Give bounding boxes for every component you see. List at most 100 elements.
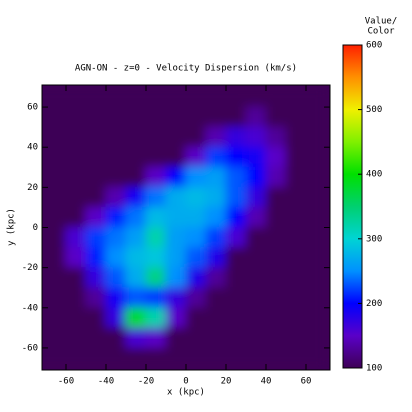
heat-cell [185,247,207,269]
heat-cell [245,227,267,249]
heat-cell [65,347,87,369]
heat-cell [65,247,87,269]
heat-cell [125,307,147,329]
heat-cell [305,287,327,309]
heat-cell [45,347,67,369]
heat-cell [285,146,307,168]
heat-cell [245,186,267,208]
heat-cell [285,287,307,309]
heat-cell [85,287,107,309]
heat-cell [225,247,247,269]
heat-cell [85,126,107,148]
heat-cell [165,166,187,188]
heat-cell [42,206,47,228]
heat-cell [145,166,167,188]
heat-cell [265,106,287,128]
heat-cell [145,267,167,289]
heat-cell [285,247,307,269]
heat-cell [285,206,307,228]
heat-cell [125,227,147,249]
heat-cell [165,347,187,369]
heat-cell [105,186,127,208]
heat-cell [125,327,147,349]
heat-cell [145,287,167,309]
heat-cell [45,307,67,329]
heat-cell [145,146,167,168]
heat-cell [125,186,147,208]
heat-cell [305,327,327,349]
heat-cell [105,287,127,309]
heat-cell [205,206,227,228]
heat-cell [185,86,207,108]
heat-cell [125,287,147,309]
heat-cell [225,347,247,369]
heat-cell [205,106,227,128]
x-tick-label: 60 [301,377,312,387]
colorbar-tick-label: 500 [366,105,382,115]
heat-cell [85,267,107,289]
heat-cell [225,166,247,188]
y-tick-label: 0 [33,223,38,233]
heat-cell [265,186,287,208]
heat-cell [265,86,287,108]
heat-cell [285,307,307,329]
heat-cell [245,166,267,188]
heat-cell [105,146,127,168]
heat-cell [65,227,87,249]
heat-cell [125,146,147,168]
heat-cell [245,126,267,148]
heat-cell [245,86,267,108]
heat-cell [185,206,207,228]
heat-cell [65,186,87,208]
heat-cell [165,247,187,269]
heat-cell [42,327,47,349]
colorbar-tick-label: 400 [366,170,382,180]
heat-cell [65,307,87,329]
colorbar [342,44,363,369]
heat-cell [45,247,67,269]
heat-cell [265,267,287,289]
heat-cell [205,126,227,148]
heat-cell [165,146,187,168]
heat-cell [65,287,87,309]
heat-cell [85,106,107,128]
heat-cell [285,186,307,208]
heat-cell [185,327,207,349]
heat-cell [265,166,287,188]
heat-cell [165,106,187,128]
heat-cell [125,166,147,188]
heat-cell [42,126,47,148]
heat-cell [265,126,287,148]
heat-cell [165,287,187,309]
heat-cell [285,327,307,349]
heat-cell [45,86,67,108]
heat-cell [285,86,307,108]
heat-cell [42,267,47,289]
heat-cell [205,146,227,168]
heat-cell [305,206,327,228]
heat-cell [185,267,207,289]
x-axis-label: x (kpc) [167,388,205,398]
heat-cell [225,146,247,168]
heat-cell [185,347,207,369]
colorbar-title: Value/ [365,17,398,27]
heat-cell [85,186,107,208]
heat-cell [65,327,87,349]
heat-cell [165,227,187,249]
heat-cell [105,166,127,188]
heat-cell [205,247,227,269]
y-tick-label: 60 [27,103,38,113]
heat-cell [105,227,127,249]
heat-cell [265,347,287,369]
heat-cell [285,166,307,188]
heat-cell [245,146,267,168]
colorbar-tick-label: 100 [366,364,382,374]
heat-cell [105,247,127,269]
y-tick-label: 20 [27,183,38,193]
heat-cell [245,106,267,128]
heat-cell [45,106,67,128]
heat-cell [265,146,287,168]
heat-cell [42,146,47,168]
heat-cell [45,126,67,148]
heat-cell [45,146,67,168]
